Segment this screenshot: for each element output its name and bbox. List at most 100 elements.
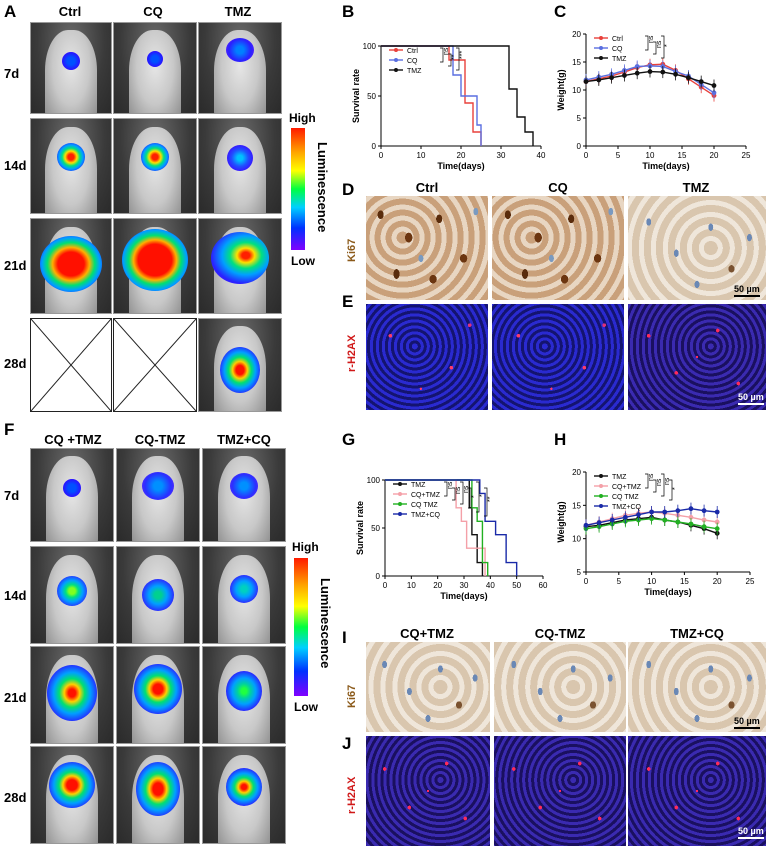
mouse-image [198,118,282,214]
f-row-21d: 21d [4,690,27,705]
panel-label-e: E [342,292,354,311]
data-point [711,83,717,88]
f-row-28d: 28d [4,790,27,805]
significance-label: ns [443,47,450,55]
data-point [675,519,681,525]
significance-label: * [479,494,486,497]
chart-h-weight: 0 5 10 15 20 255101520Time(days)Weight(g)TMZC… [556,468,755,597]
y-tick-label: 0 [372,142,377,151]
mouse-image [113,22,197,114]
y-tick-label: 10 [572,86,581,95]
f-col-cq-dash-tmz: CQ-TMZ [134,432,186,447]
f-col-cq-tmz: CQ +TMZ [44,432,102,447]
x-tick-label: 30 [460,581,469,590]
mouse-image [30,218,112,314]
h2ax-image-ctrl [366,304,488,410]
data-point [698,79,704,84]
ki67-image-ctrl [366,196,488,300]
mouse-image [30,22,112,114]
colorbar-high-label: High [289,111,316,125]
legend-label: TMZ [407,68,422,75]
legend-marker [398,492,402,496]
x-tick-label: 10 [407,581,416,590]
significance-label: ns [656,40,663,48]
mouse-image [202,448,286,542]
a-col-ctrl: Ctrl [58,4,82,19]
significance-bracket [452,487,456,501]
significance-bracket [448,53,452,67]
y-axis-label: Weight(g) [556,69,566,110]
legend-label: Ctrl [407,48,418,55]
significance-bracket [440,47,444,63]
mouse-image [202,746,286,844]
legend-label: Ctrl [612,36,623,43]
a-row-14d: 14d [4,158,27,173]
chart-g-survival: 0 10 20 30 40 50 60 0 50 100 Time(days) Survival ra… [355,476,548,601]
colorbar-low-label: Low [291,254,315,268]
data-point [649,509,654,515]
x-axis-label: Time(days) [437,161,484,171]
panel-label-d: D [342,180,355,199]
significance-label: ns [664,477,671,485]
h2ax-image-cq [492,304,624,410]
f-row-14d: 14d [4,588,27,603]
significance-bracket [661,473,665,497]
x-tick-label: 15 [678,151,687,160]
legend-label: TMZ [612,56,627,63]
chart-c-weight: 0 5 10 15 20 25 0 5 10 15 20 Time(days) Weight(g) Ctr… [556,30,751,171]
data-point [688,506,694,512]
scale-bar-i: 50 µm [734,716,760,729]
x-tick-label: 40 [486,581,495,590]
x-tick-label: 10 [646,151,655,160]
legend-label: CQ TMZ [612,494,639,501]
a-row-28d: 28d [4,356,27,371]
y-tick-label: 15 [572,58,581,67]
data-point [596,77,602,83]
f-col-tmz-cq: TMZ+CQ [217,432,271,447]
a-row-21d: 21d [4,258,27,273]
data-point [662,509,668,515]
y-axis-label: Survival rate [355,501,365,555]
a-col-cq: CQ [143,4,163,19]
mouse-image [116,646,200,744]
ki67-image-cq [492,196,624,300]
luminescence-colorbar [294,558,308,696]
data-point [583,522,589,528]
significance-label: ns [447,481,454,489]
legend-marker [599,46,603,50]
data-point [701,524,707,530]
mouse-image [202,546,286,644]
legend-label: CQ [612,46,623,53]
y-tick-label: 10 [572,535,581,544]
mouse-image [198,318,282,412]
significance-bracket [460,481,464,505]
data-point [647,69,653,74]
y-tick-label: 15 [572,501,581,510]
mouse-image [198,22,282,114]
data-point [714,526,720,532]
data-point [649,516,654,522]
significance-bracket [645,473,649,489]
significance-label: ** [451,54,458,60]
significance-label: ns [463,485,470,493]
significance-bracket [645,35,649,51]
y-axis-label: Weight(g) [556,501,566,542]
legend-label: TMZ+CQ [411,512,441,519]
j-stain-label: r-H2AX [346,776,358,814]
mouse-image [116,546,200,644]
x-tick-label: 25 [742,151,751,160]
x-tick-label: 10 [647,577,656,586]
series-line [381,45,534,146]
a-row-7d: 7d [4,66,20,81]
colorbar-title: Luminescence [315,142,330,233]
significance-label: ns [648,35,655,43]
panel-label-c: C [554,2,567,21]
significance-bracket [456,47,460,71]
f-row-7d: 7d [4,488,20,503]
legend-marker [394,58,398,62]
data-point [673,71,678,77]
i-col-tmz-cq: TMZ+CQ [670,626,724,641]
panel-label-j: J [342,734,352,753]
series-line [385,479,518,576]
y-tick-label: 5 [577,114,582,123]
